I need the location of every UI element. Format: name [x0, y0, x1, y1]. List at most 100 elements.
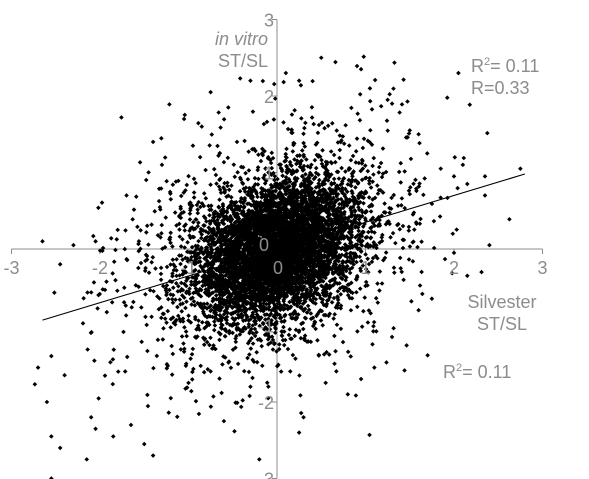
data-point — [368, 185, 374, 190]
data-point — [220, 206, 226, 212]
data-point — [282, 275, 288, 281]
data-point — [250, 209, 256, 214]
data-point — [268, 290, 274, 296]
data-point — [376, 170, 382, 175]
data-point — [256, 152, 261, 158]
data-point — [231, 301, 236, 306]
data-point — [332, 262, 338, 267]
data-point — [300, 148, 305, 153]
data-point — [335, 297, 341, 303]
data-point — [212, 253, 218, 258]
data-point — [220, 234, 225, 240]
data-point — [336, 239, 342, 245]
data-point — [308, 252, 314, 257]
data-point — [352, 217, 357, 222]
data-point — [185, 256, 190, 261]
data-point — [279, 305, 285, 310]
data-point — [266, 170, 271, 175]
data-point — [188, 225, 194, 231]
data-point — [322, 254, 327, 260]
data-point — [308, 224, 314, 230]
data-point — [314, 280, 320, 285]
data-point — [281, 307, 286, 312]
data-point — [235, 361, 241, 367]
data-point — [283, 154, 289, 160]
data-point — [267, 215, 273, 220]
data-point — [247, 330, 252, 336]
data-point — [283, 266, 289, 272]
data-point — [246, 273, 252, 279]
data-point — [208, 265, 214, 271]
data-point — [168, 292, 173, 297]
data-point — [195, 243, 201, 249]
data-point — [304, 219, 310, 225]
data-point — [286, 228, 292, 234]
data-point — [260, 263, 266, 269]
data-point — [338, 226, 344, 231]
data-point — [335, 197, 341, 202]
data-point — [283, 174, 289, 180]
data-point — [228, 235, 234, 241]
data-point — [321, 259, 327, 265]
data-point — [257, 241, 262, 246]
data-point — [344, 189, 350, 195]
data-point — [324, 190, 330, 196]
data-point — [232, 211, 237, 217]
data-point — [348, 208, 354, 213]
data-point — [221, 269, 227, 275]
data-point — [221, 354, 226, 359]
data-point — [303, 227, 309, 232]
data-point — [261, 270, 267, 275]
data-point — [306, 246, 312, 251]
data-point — [211, 212, 217, 217]
data-point — [290, 263, 295, 269]
data-point — [261, 300, 266, 306]
data-point — [237, 286, 242, 292]
data-point — [296, 312, 301, 317]
data-point — [317, 190, 322, 195]
data-point — [191, 299, 197, 304]
data-point — [257, 317, 262, 323]
data-point — [313, 174, 318, 180]
data-point — [406, 224, 412, 230]
data-point — [286, 167, 292, 172]
data-point — [207, 213, 212, 218]
data-point — [260, 232, 265, 238]
data-point — [176, 313, 181, 319]
data-point — [307, 165, 313, 170]
data-point — [270, 228, 275, 234]
data-point — [327, 174, 332, 180]
data-point — [298, 208, 304, 214]
data-point — [203, 262, 208, 267]
data-point — [305, 252, 311, 258]
data-point — [281, 227, 287, 233]
data-point — [339, 201, 344, 207]
data-point — [225, 270, 231, 275]
data-point — [306, 190, 312, 196]
data-point — [328, 250, 333, 256]
data-point — [339, 231, 344, 237]
data-point — [233, 214, 238, 220]
data-point — [312, 209, 317, 215]
data-point — [190, 269, 196, 274]
data-point — [288, 197, 294, 203]
data-point — [186, 289, 192, 294]
data-point — [336, 176, 342, 181]
data-point — [277, 315, 283, 321]
data-point — [223, 273, 228, 278]
data-point — [352, 200, 358, 206]
data-point — [326, 313, 331, 319]
data-point — [268, 271, 274, 276]
data-point — [308, 198, 313, 203]
data-point — [244, 291, 249, 296]
data-point — [260, 308, 266, 314]
data-point — [357, 199, 363, 205]
data-point — [366, 229, 371, 235]
data-point — [224, 320, 230, 326]
data-point — [213, 256, 219, 262]
data-point — [239, 328, 244, 334]
data-point — [350, 290, 355, 296]
data-point — [184, 290, 189, 296]
data-point — [331, 176, 337, 182]
